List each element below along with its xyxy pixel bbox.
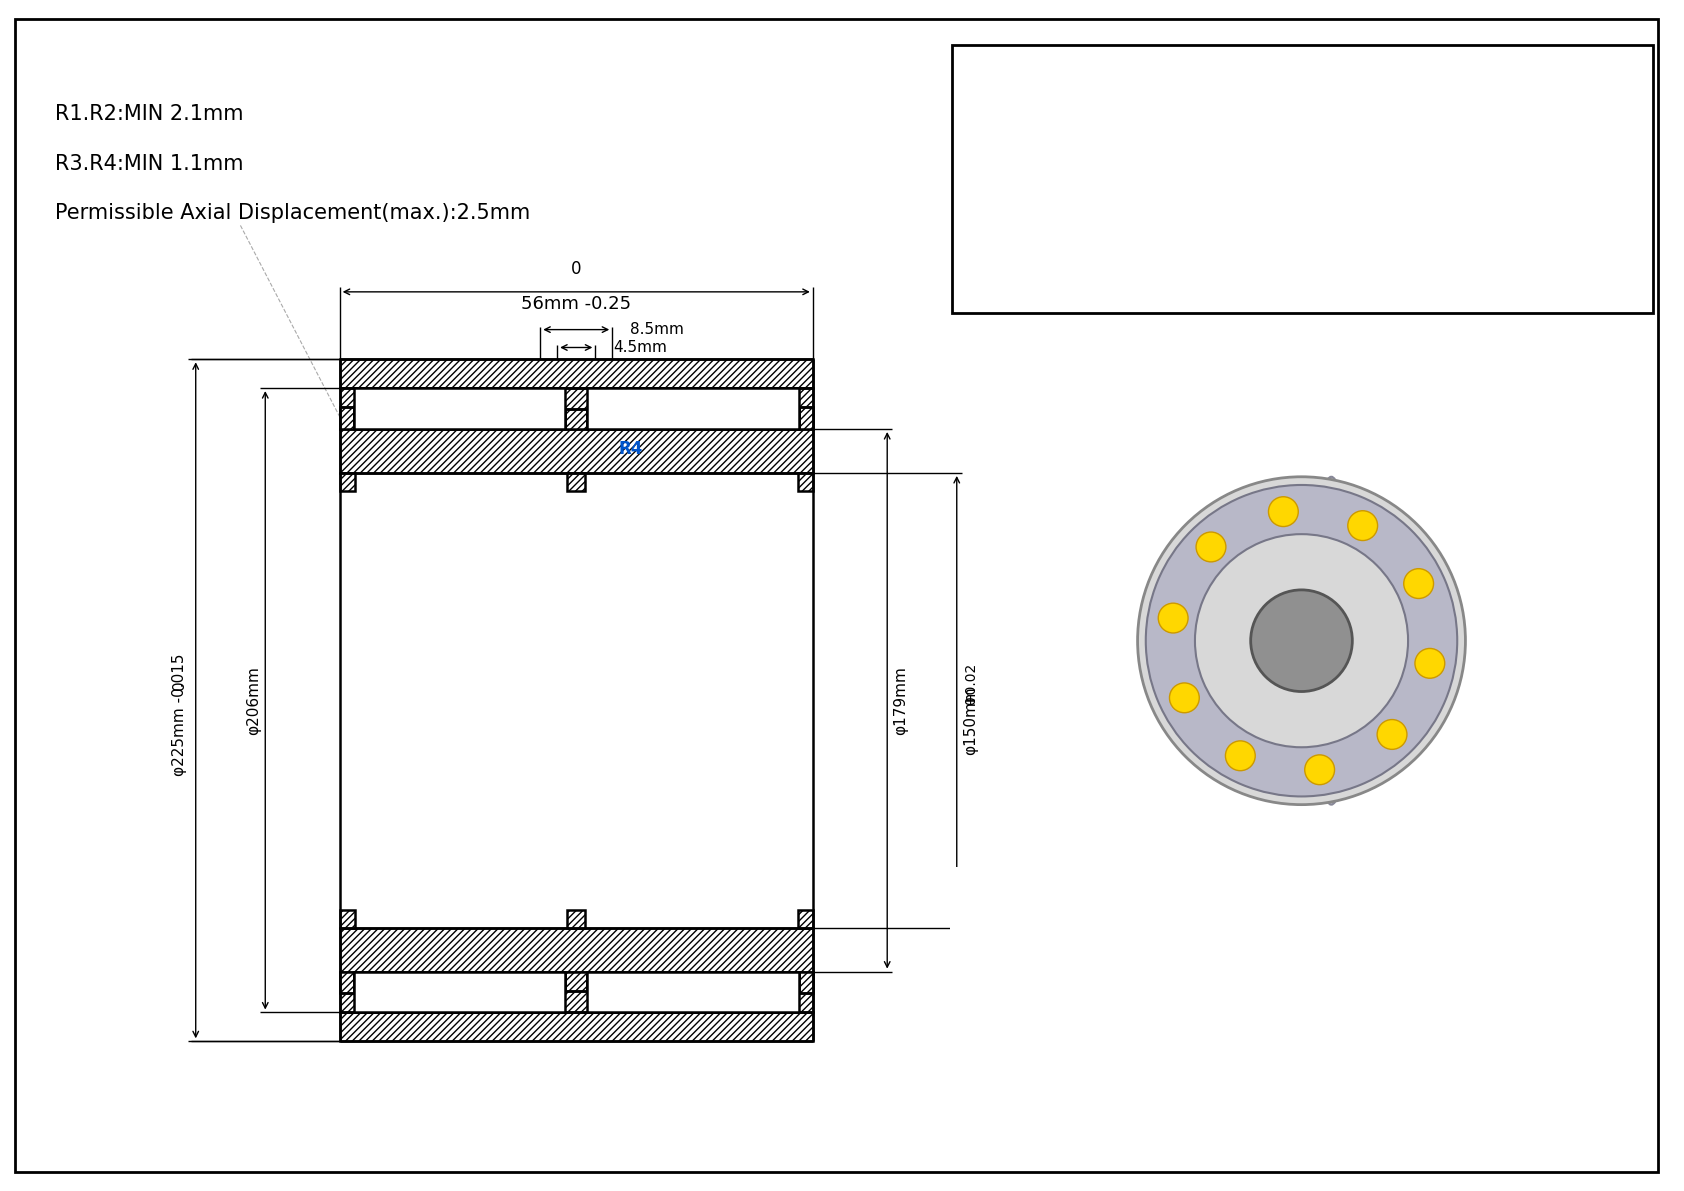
Bar [340,388,813,1012]
Bar [340,360,813,388]
Text: Permissible Axial Displacement(max.):2.5mm: Permissible Axial Displacement(max.):2.5… [54,204,530,224]
Bar [588,388,798,429]
Bar [568,910,584,928]
Ellipse shape [1196,532,1226,562]
Bar [340,928,813,972]
Text: LILY: LILY [1019,906,1123,952]
Text: NN 3030 K/SPW33VS019: NN 3030 K/SPW33VS019 [1288,1037,1556,1056]
Text: Double Row Super-Precision Cylindrical Roller Bearings: Double Row Super-Precision Cylindrical R… [1212,254,1632,268]
Text: 0: 0 [172,680,187,691]
Text: φ206mm: φ206mm [246,666,261,735]
Text: SHANGHAI LILY BEARING LIMITED: SHANGHAI LILY BEARING LIMITED [1271,908,1571,925]
Text: LILY: LILY [1015,82,1127,131]
Text: 0: 0 [963,696,978,705]
Bar [335,355,818,1046]
Text: NN 3030 K/SPW33VS019: NN 3030 K/SPW33VS019 [1288,218,1556,237]
Text: Part
Number: Part Number [1034,1043,1108,1086]
Ellipse shape [1378,719,1406,749]
Text: φ179mm: φ179mm [894,666,909,735]
Bar [951,869,1654,1129]
Bar [340,407,354,429]
Text: 4.5mm: 4.5mm [613,339,667,355]
Text: ®: ® [1122,73,1140,92]
Bar [340,1012,813,1041]
Text: R1.R2:MIN 2.1mm: R1.R2:MIN 2.1mm [54,104,242,124]
Bar [588,972,798,1012]
Text: 8.5mm: 8.5mm [630,322,684,337]
Ellipse shape [1169,682,1199,712]
Ellipse shape [1268,497,1298,526]
Ellipse shape [1415,648,1445,678]
Text: R4: R4 [620,439,643,459]
Text: R1: R1 [620,398,643,416]
Ellipse shape [1138,476,1465,805]
Bar [340,910,355,928]
Bar [950,867,1655,1131]
Bar [566,972,588,991]
Text: ®: ® [1122,897,1140,916]
Bar [340,972,813,1012]
Text: φ225mm -0.015: φ225mm -0.015 [172,654,187,777]
Text: 56mm -0.25: 56mm -0.25 [520,295,632,313]
Ellipse shape [1159,603,1189,632]
Bar [354,972,566,1012]
Bar [568,473,584,491]
Text: Email: lilybearing@lily-bearing.com: Email: lilybearing@lily-bearing.com [1287,119,1558,135]
Text: SHANGHAI LILY BEARING LIMITED: SHANGHAI LILY BEARING LIMITED [1271,85,1571,102]
Ellipse shape [1310,476,1352,805]
Bar [340,388,813,429]
Ellipse shape [1305,755,1334,785]
Bar [798,407,813,429]
Text: Part
Number: Part Number [1034,224,1108,267]
Text: R3: R3 [620,416,643,434]
Bar [340,429,813,473]
Bar [798,910,813,928]
Text: R3.R4:MIN 1.1mm: R3.R4:MIN 1.1mm [54,154,242,174]
Text: R2: R2 [620,394,643,412]
Ellipse shape [1347,511,1378,541]
Bar [951,44,1654,313]
Text: 0: 0 [571,260,581,278]
Text: φ150mm: φ150mm [963,686,978,755]
Ellipse shape [1251,590,1352,692]
Bar [566,410,588,429]
Bar [798,473,813,491]
Bar [340,972,354,993]
Text: Email: lilybearing@lily-bearing.com: Email: lilybearing@lily-bearing.com [1287,942,1558,956]
Text: +0.02: +0.02 [963,661,978,704]
Bar [798,972,813,993]
Ellipse shape [1404,568,1433,598]
Ellipse shape [1226,741,1255,771]
Bar [340,473,355,491]
Text: Double Row Super-Precision Cylindrical Roller Bearings: Double Row Super-Precision Cylindrical R… [1212,1072,1632,1087]
Bar [354,388,566,429]
